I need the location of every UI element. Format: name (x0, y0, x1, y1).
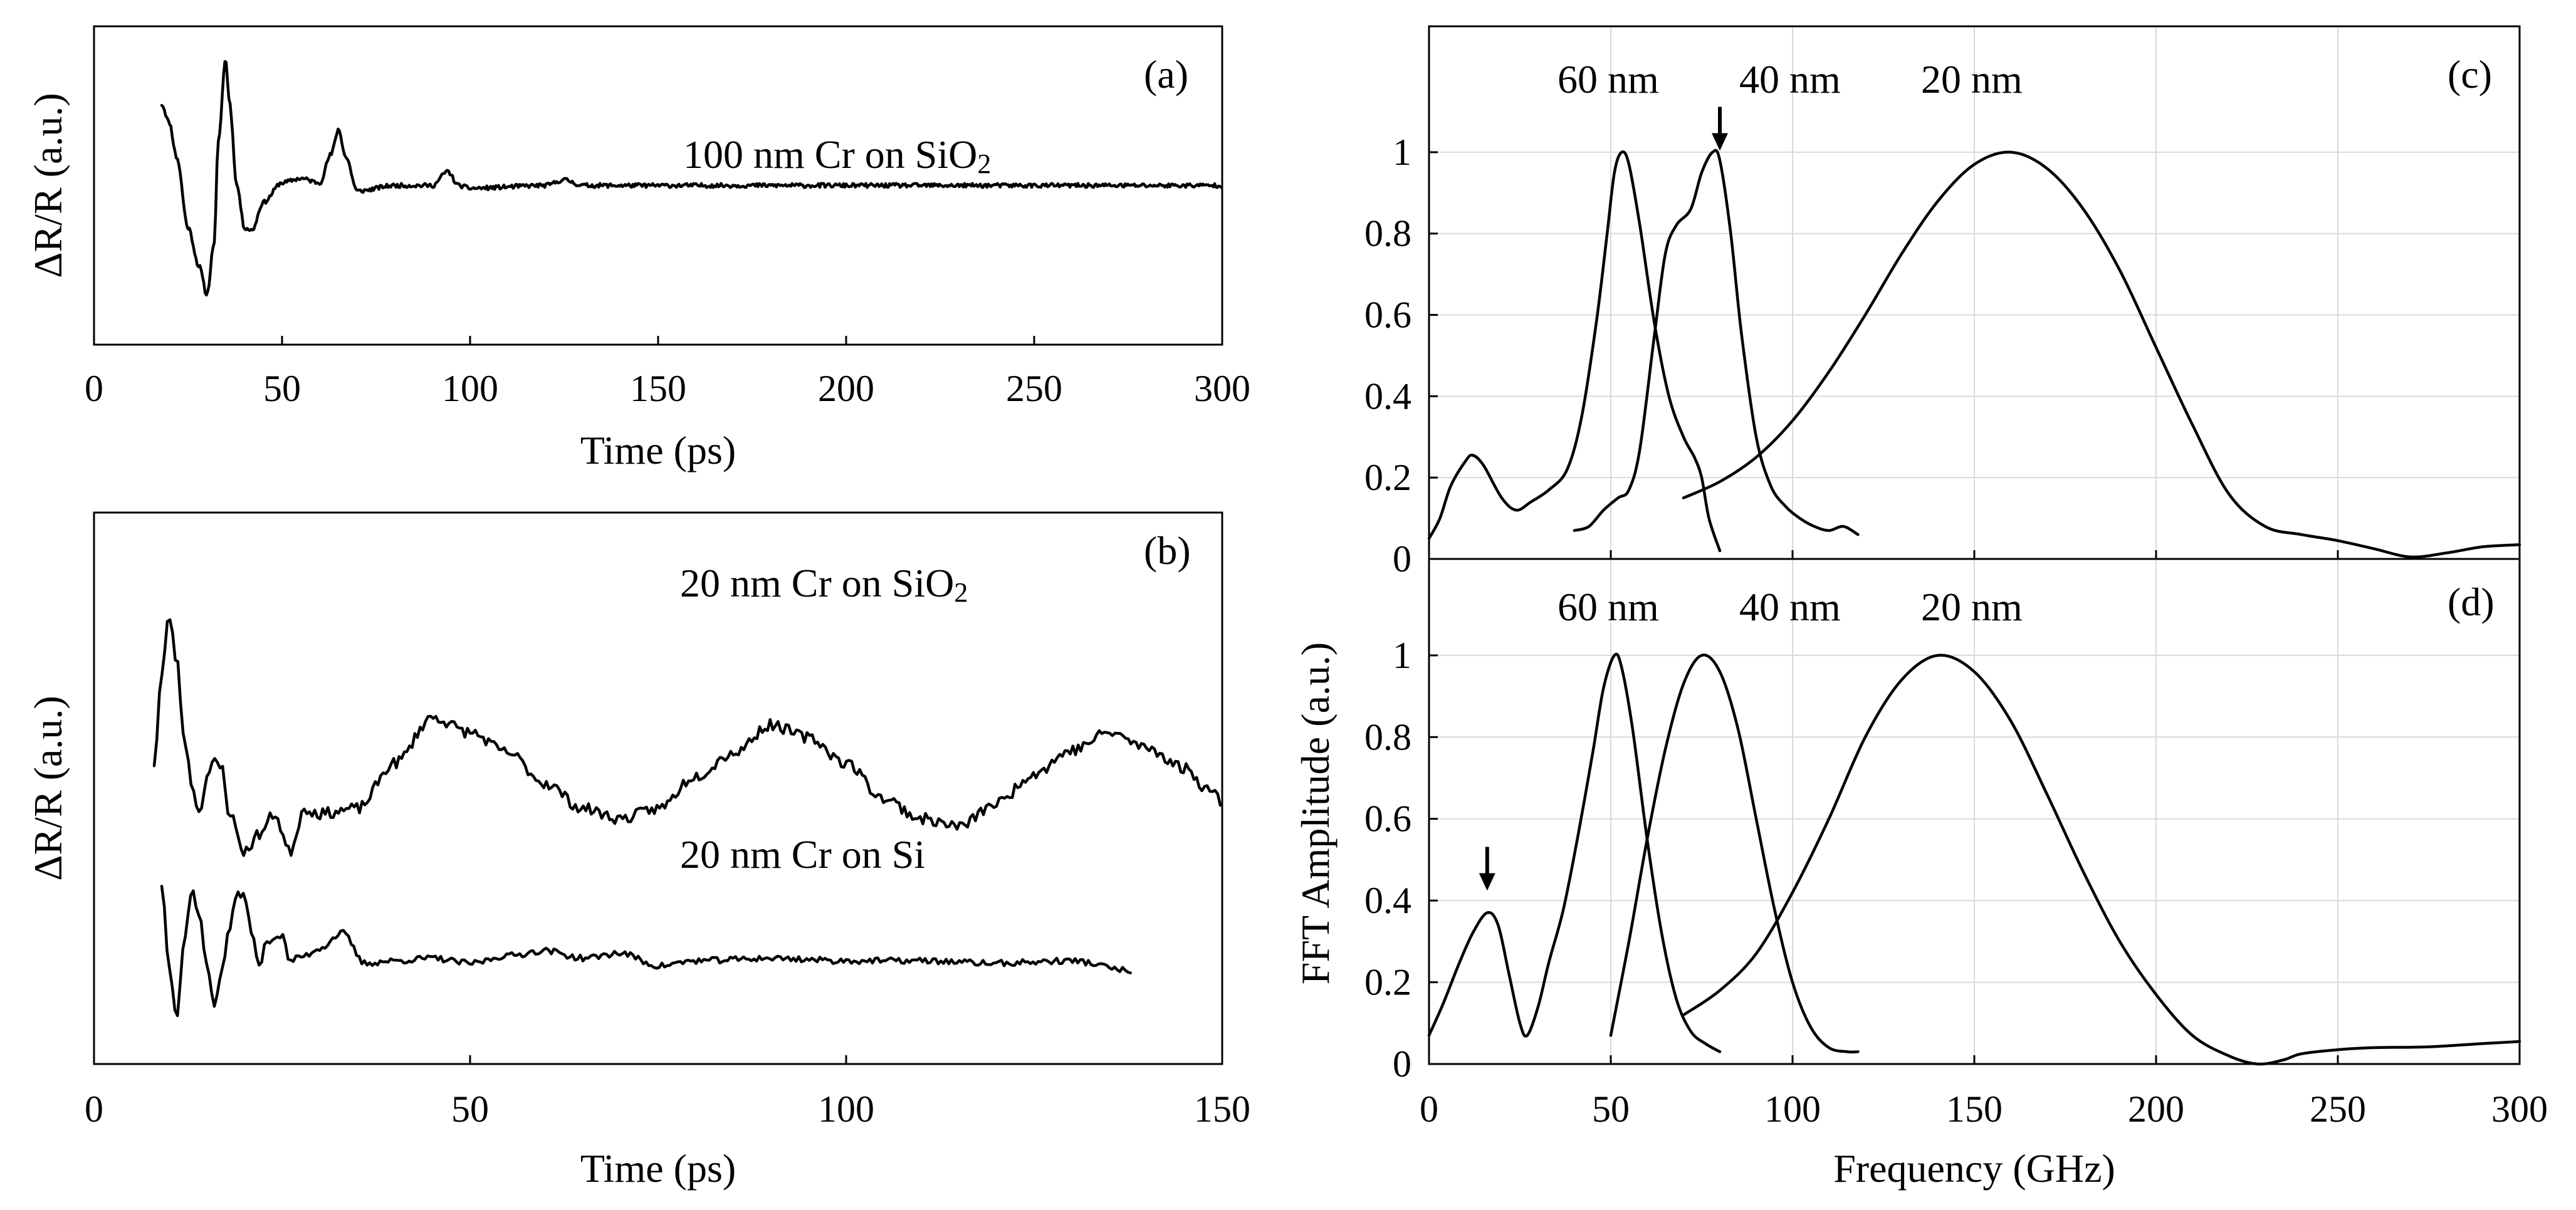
y-tick-label: 0.6 (1364, 798, 1411, 840)
panel-b: 0 50 100 150 (b) 20 nm Cr on SiO2 20 nm Cr … (26, 511, 1250, 1191)
x-tick-label: 100 (1764, 1088, 1821, 1130)
x-tick-label: 50 (451, 1088, 489, 1130)
x-tick-label: 300 (2491, 1088, 2548, 1130)
y-tick-label: 0.6 (1364, 295, 1411, 336)
panel-d-xlabel: Frequency (GHz) (1833, 1146, 2115, 1191)
y-tick-label: 1 (1393, 635, 1411, 676)
panel-d-annotation-60nm: 60 nm (1558, 585, 1659, 629)
y-tick-label: 0.2 (1364, 962, 1411, 1003)
panel-d-annotation-40nm: 40 nm (1739, 585, 1841, 629)
series-line-60-nm (1427, 150, 1722, 553)
y-tick-label: 0.8 (1364, 213, 1411, 254)
x-tick-label: 0 (85, 1088, 103, 1130)
y-tick-label: 0.2 (1364, 457, 1411, 498)
series-line-20-nm-cr-on-sio2 (152, 618, 1222, 857)
y-tick-label: 0.4 (1364, 880, 1411, 921)
panel-d: 0 50 100 150 200 250 300 0 0.2 0.4 0.6 0.8 1 (d) 60 … (1364, 558, 2548, 1191)
series-line-20-nm (1682, 150, 2521, 559)
panel-d-annotation-20nm: 20 nm (1921, 585, 2023, 629)
y-tick-label: 0.4 (1364, 375, 1411, 417)
x-tick-label: 100 (442, 368, 498, 409)
arrow-marker-head (1712, 133, 1728, 151)
y-tick-label: 0 (1393, 538, 1411, 580)
series-line-20-nm (1682, 654, 2521, 1066)
panel-c-annotation-40nm: 40 nm (1739, 57, 1841, 102)
arrow-marker-head (1479, 873, 1495, 891)
x-tick-label: 300 (1194, 368, 1250, 409)
x-tick-label: 150 (1946, 1088, 2003, 1130)
panel-b-annotation-sio2: 20 nm Cr on SiO2 (680, 561, 968, 608)
x-tick-label: 200 (818, 368, 874, 409)
x-tick-label: 150 (1194, 1088, 1250, 1130)
series-line-20-nm-cr-on-si (160, 884, 1132, 1018)
y-tick-label: 0.8 (1364, 716, 1411, 758)
panel-a-ylabel: ΔR/R (a.u.) (26, 93, 70, 278)
panel-d-label: (d) (2448, 580, 2495, 624)
panel-b-label: (b) (1144, 528, 1191, 573)
y-tick-label: 1 (1393, 132, 1411, 173)
panel-b-ylabel: ΔR/R (a.u.) (26, 696, 70, 880)
panel-a-xlabel: Time (ps) (580, 428, 736, 472)
x-tick-label: 150 (630, 368, 686, 409)
panel-c-annotation-20nm: 20 nm (1921, 57, 2023, 102)
panel-c: 0 0.2 0.4 0.6 0.8 1 (c) 60 nm 40 nm 20 nm FFT… (1293, 25, 2521, 984)
x-tick-label: 0 (85, 368, 103, 409)
series-line-60-nm (1427, 652, 1722, 1053)
panel-c-annotation-60nm: 60 nm (1558, 57, 1659, 102)
x-tick-label: 200 (2128, 1088, 2184, 1130)
series-line-100-nm-cr-on-sio2 (160, 60, 1223, 297)
y-tick-label: 0 (1393, 1043, 1411, 1085)
panel-c-label: (c) (2448, 52, 2492, 96)
panel-a: 0 50 100 150 200 250 300 (a) 100 nm Cr on SiO2… (26, 25, 1250, 472)
x-tick-label: 100 (818, 1088, 874, 1130)
x-tick-label: 50 (1592, 1088, 1630, 1130)
panel-b-annotation-si: 20 nm Cr on Si (680, 832, 925, 877)
x-tick-label: 0 (1420, 1088, 1438, 1130)
series-line-40-nm (1573, 149, 1860, 536)
x-tick-label: 250 (1006, 368, 1062, 409)
x-tick-label: 250 (2310, 1088, 2366, 1130)
x-tick-label: 50 (263, 368, 301, 409)
panel-c-ylabel: FFT Amplitude (a.u.) (1293, 642, 1338, 984)
panel-a-label: (a) (1144, 52, 1188, 96)
series-line-40-nm (1609, 654, 1860, 1054)
panel-b-xlabel: Time (ps) (580, 1146, 736, 1191)
panel-b-frame (93, 511, 1223, 1065)
panel-a-annotation: 100 nm Cr on SiO2 (683, 132, 991, 179)
